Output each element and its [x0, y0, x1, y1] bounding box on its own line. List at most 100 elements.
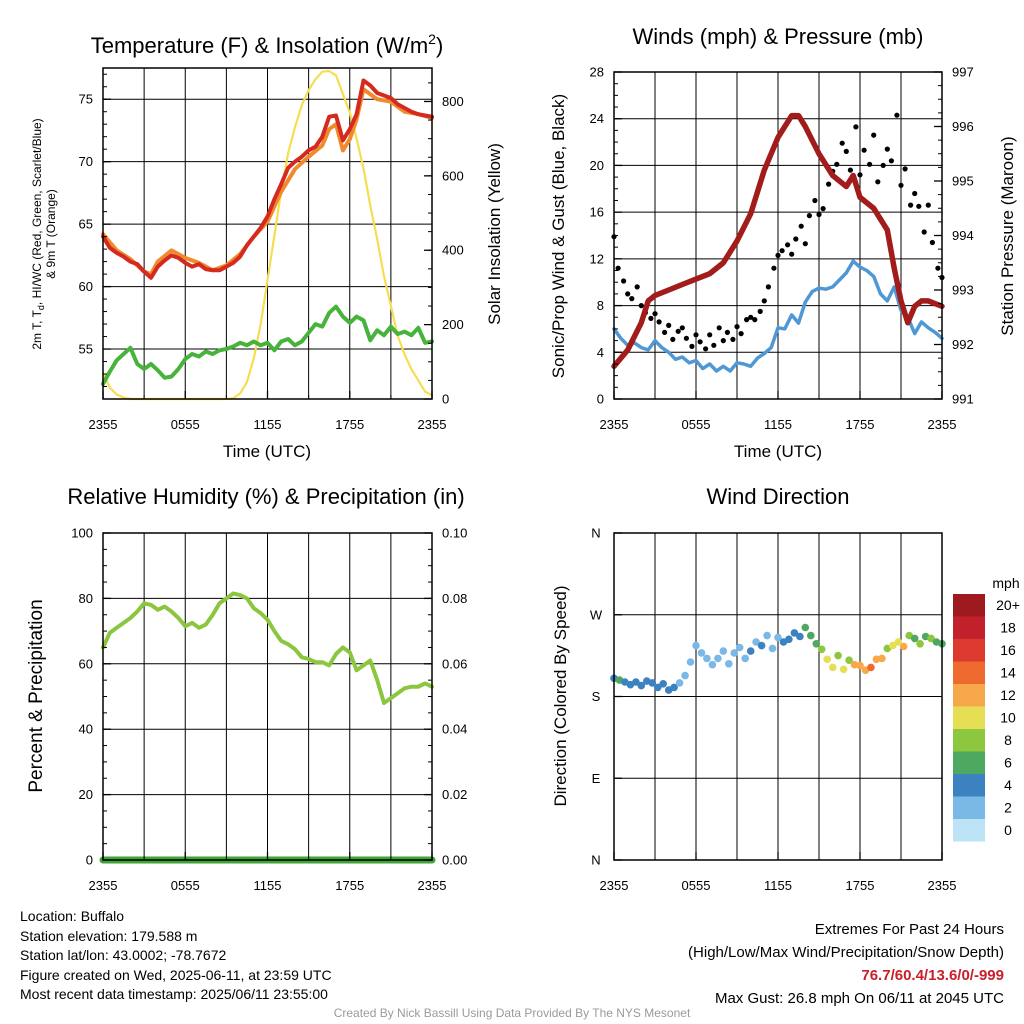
gust-point: [765, 284, 772, 290]
direction-tick-label: W: [590, 607, 603, 622]
gust-point: [679, 325, 685, 331]
direction-point: [916, 640, 924, 648]
winds-ylabel: Sonic/Prop Wind & Gust (Blue, Black): [549, 94, 568, 378]
x-tick-label: 1155: [764, 878, 792, 893]
direction-point: [653, 683, 662, 692]
direction-point: [801, 623, 810, 632]
direction-panel: Wind Direction 2355 0555 1155 1755 2355NESWN…: [551, 484, 1020, 893]
y2-tick-label: 0.06: [442, 656, 467, 671]
y2-tick-label: 0: [442, 392, 449, 407]
gust-point: [820, 206, 826, 212]
gust-point: [666, 322, 672, 328]
direction-tick-label: S: [592, 689, 601, 704]
colorbar-label: 16: [1000, 642, 1016, 658]
direction-grid: [614, 533, 942, 860]
y-tick-label: 80: [79, 591, 93, 606]
colorbar-label: 0: [1004, 822, 1012, 838]
direction-point: [675, 679, 684, 687]
x-tick-label: 0555: [171, 878, 200, 893]
gust-point: [662, 329, 668, 335]
temperature-panel: Temperature (F) & Insolation (W/m2) 2355…: [30, 31, 504, 461]
colorbar: 20+ 18 16 14 12 10 8 6 4 2 0: [953, 594, 1020, 842]
direction-point: [910, 634, 919, 643]
direction-point: [796, 632, 804, 641]
gust-point: [638, 303, 644, 309]
colorbar-label: 8: [1004, 732, 1012, 748]
gust-point: [884, 146, 890, 152]
gust-point: [615, 265, 621, 271]
colorbar-swatch: [953, 706, 985, 729]
gust-point: [697, 339, 703, 345]
gust-point: [703, 346, 709, 352]
gust-point: [716, 325, 722, 331]
direction-point: [703, 654, 711, 663]
direction-point: [730, 649, 739, 657]
gust-point: [621, 278, 627, 284]
direction-point: [894, 638, 903, 646]
y2-tick-label: 0.10: [442, 526, 467, 541]
humidity-grid: [103, 533, 432, 860]
temperature-ticks: 2355 0555 1155 1755 2355 55 60 65 70 75 0 200 400 600…: [79, 73, 464, 432]
direction-point: [746, 647, 755, 655]
direction-point: [878, 654, 886, 663]
station-info: Location: Buffalo Station elevation: 179…: [20, 907, 332, 1005]
temperature-ylabel-line1: 2m T, Td, HI/WC (Red, Green, Scarlet/Blu…: [30, 118, 46, 349]
x-tick-label: 1155: [764, 417, 792, 432]
colorbar-swatch: [953, 819, 985, 842]
gust-point: [738, 331, 744, 337]
station-location: Location: Buffalo: [20, 908, 125, 924]
y2-tick-label: 991: [952, 392, 974, 407]
direction-point: [817, 645, 826, 654]
direction-point: [725, 660, 733, 668]
gust-point: [798, 223, 804, 229]
y-tick-label: 20: [79, 787, 93, 802]
extremes-info: Extremes For Past 24 Hours (High/Low/Max…: [688, 918, 1004, 1010]
extremes-subtitle: (High/Low/Max Wind/Precipitation/Snow De…: [688, 944, 1004, 961]
x-tick-label: 0555: [682, 417, 711, 432]
gust-point: [894, 112, 900, 118]
x-tick-label: 2355: [600, 878, 629, 893]
gust-point: [834, 161, 840, 167]
humidity-ticks: 2355 0555 1155 1755 2355 0 20 40 60 80 100 0.00 0.02…: [71, 526, 467, 894]
direction-title: Wind Direction: [706, 484, 849, 509]
dewpoint-line: [101, 304, 434, 386]
gust-point: [748, 314, 754, 320]
gust-point: [826, 181, 832, 187]
sonic-wind-line: [612, 259, 944, 373]
y2-tick-label: 200: [442, 317, 464, 332]
y-tick-label: 75: [79, 92, 93, 107]
direction-tick-label: E: [592, 771, 601, 786]
gust-point: [752, 317, 758, 323]
direction-point: [828, 663, 837, 672]
extremes-title: Extremes For Past 24 Hours: [814, 921, 1004, 938]
colorbar-label: 12: [1000, 687, 1016, 703]
gust-point: [908, 202, 914, 208]
winds-panel: Winds (mph) & Pressure (mb) 2355 0555 1155…: [549, 24, 1017, 461]
x-tick-label: 2355: [89, 878, 118, 893]
direction-point: [867, 663, 875, 672]
gust-point: [935, 265, 941, 271]
relative-humidity-line: [101, 591, 434, 705]
y2-tick-label: 0.02: [442, 787, 467, 802]
y-tick-label: 0: [86, 853, 93, 868]
direction-tick-label: N: [591, 526, 600, 541]
gust-point: [670, 336, 676, 342]
y-tick-label: 0: [597, 392, 604, 407]
colorbar-swatch: [953, 684, 985, 707]
gust-point: [871, 132, 877, 138]
gust-point: [757, 308, 763, 314]
x-tick-label: 1755: [846, 878, 875, 893]
gust-point: [707, 332, 713, 338]
direction-point: [812, 640, 821, 648]
x-tick-label: 1755: [335, 878, 364, 893]
colorbar-swatch: [953, 751, 985, 774]
x-tick-label: 0555: [682, 878, 711, 893]
direction-point: [735, 643, 744, 652]
temperature-2m-line: [101, 78, 434, 280]
direction-point: [839, 665, 848, 674]
gust-point: [793, 236, 799, 242]
y-tick-label: 100: [71, 526, 93, 541]
gust-point: [861, 147, 867, 153]
